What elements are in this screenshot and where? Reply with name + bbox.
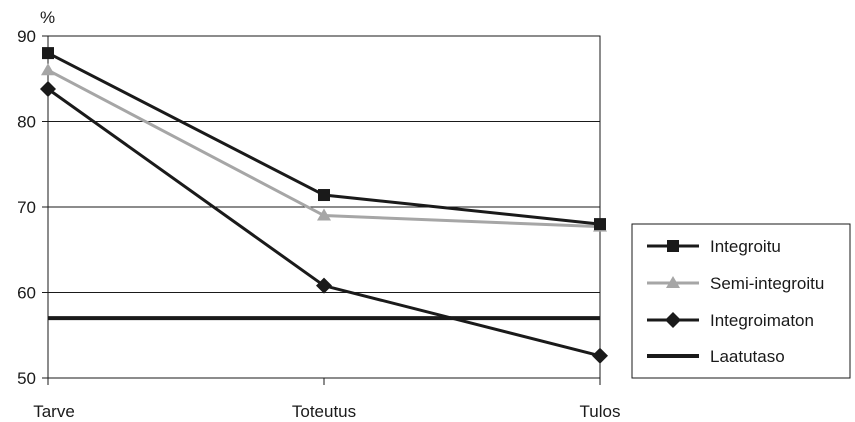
- legend-label: Integroitu: [710, 237, 781, 256]
- x-tick-label: Toteutus: [292, 402, 356, 421]
- data-point: [594, 218, 606, 231]
- data-point: [41, 63, 55, 76]
- data-point: [592, 347, 608, 364]
- legend-label: Semi-integroitu: [710, 274, 824, 293]
- legend: Integroitu Semi-integroitu Integroimaton La…: [631, 223, 851, 379]
- series-semi-integroitu: [41, 63, 607, 232]
- x-tick-label: Tulos: [580, 402, 621, 421]
- data-point: [42, 47, 54, 60]
- legend-marker: [666, 276, 680, 288]
- series-integroimaton: [40, 81, 608, 364]
- tick-labels: 50 60 70 80 90 Tarve Toteutus Tulos: [17, 27, 620, 421]
- legend-label: Integroimaton: [710, 311, 814, 330]
- y-tick-label: 70: [17, 198, 36, 217]
- series-layer: [40, 47, 608, 364]
- legend-entry: Semi-integroitu: [647, 274, 824, 293]
- legend-label: Laatutaso: [710, 347, 785, 366]
- y-tick-label: 80: [17, 113, 36, 132]
- y-tick-label: 90: [17, 27, 36, 46]
- legend-marker: [665, 312, 681, 328]
- series-integroitu: [42, 47, 606, 231]
- legend-entry: Integroitu: [647, 237, 781, 256]
- data-point: [318, 189, 330, 202]
- y-tick-label: 60: [17, 284, 36, 303]
- data-point: [317, 208, 331, 221]
- legend-entry: Laatutaso: [647, 347, 785, 366]
- legend-entry: Integroimaton: [647, 311, 814, 330]
- x-tick-label: Tarve: [33, 402, 75, 421]
- legend-marker: [667, 240, 679, 252]
- data-point: [316, 277, 332, 294]
- y-tick-label: 50: [17, 369, 36, 388]
- data-point: [40, 81, 56, 98]
- axes: [42, 35, 601, 385]
- y-axis-label: %: [40, 8, 55, 27]
